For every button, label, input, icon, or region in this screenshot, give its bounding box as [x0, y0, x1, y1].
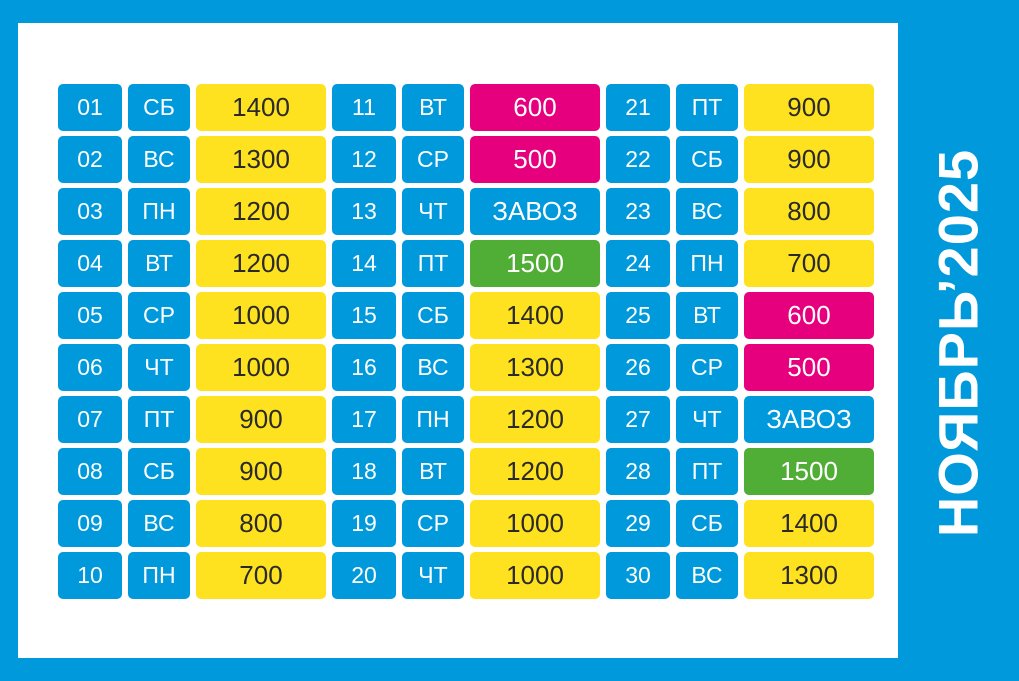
day-value: 900: [196, 448, 326, 495]
day-value: 1300: [744, 552, 874, 599]
day-value: 1300: [470, 344, 600, 391]
weekday-label: ВС: [676, 552, 738, 599]
weekday-label: ВС: [128, 500, 190, 547]
day-value: 1500: [744, 448, 874, 495]
day-number: 14: [332, 240, 396, 287]
day-value: 1200: [470, 396, 600, 443]
day-value: ЗАВОЗ: [470, 188, 600, 235]
day-value: 700: [744, 240, 874, 287]
day-value: 1200: [470, 448, 600, 495]
day-number: 27: [606, 396, 670, 443]
weekday-label: ВС: [676, 188, 738, 235]
day-number: 06: [58, 344, 122, 391]
day-number: 04: [58, 240, 122, 287]
day-number: 09: [58, 500, 122, 547]
day-value: 1400: [744, 500, 874, 547]
day-number: 24: [606, 240, 670, 287]
day-value: 1000: [470, 500, 600, 547]
weekday-label: СР: [128, 292, 190, 339]
day-number: 13: [332, 188, 396, 235]
weekday-label: ЧТ: [128, 344, 190, 391]
month-title: НОЯБРЬ’2025: [926, 148, 990, 538]
calendar-panel: 01 СБ 1400 11 ВТ 600 21 ПТ 900 02 ВС 1300 12 СР 500 22 С…: [18, 23, 898, 658]
weekday-label: СБ: [128, 84, 190, 131]
day-number: 11: [332, 84, 396, 131]
day-number: 03: [58, 188, 122, 235]
day-number: 19: [332, 500, 396, 547]
day-value: ЗАВОЗ: [744, 396, 874, 443]
day-value: 1200: [196, 188, 326, 235]
day-number: 12: [332, 136, 396, 183]
day-value: 1000: [196, 344, 326, 391]
day-number: 02: [58, 136, 122, 183]
day-number: 18: [332, 448, 396, 495]
weekday-label: ВТ: [402, 448, 464, 495]
day-value: 500: [470, 136, 600, 183]
day-value: 1400: [470, 292, 600, 339]
day-number: 16: [332, 344, 396, 391]
day-value: 1000: [470, 552, 600, 599]
weekday-label: ПТ: [402, 240, 464, 287]
weekday-label: СР: [402, 136, 464, 183]
day-value: 500: [744, 344, 874, 391]
weekday-label: ПН: [676, 240, 738, 287]
day-value: 700: [196, 552, 326, 599]
day-value: 600: [744, 292, 874, 339]
day-value: 800: [196, 500, 326, 547]
weekday-label: СБ: [676, 136, 738, 183]
day-number: 28: [606, 448, 670, 495]
day-number: 01: [58, 84, 122, 131]
day-number: 07: [58, 396, 122, 443]
day-value: 600: [470, 84, 600, 131]
weekday-label: ПН: [402, 396, 464, 443]
day-number: 10: [58, 552, 122, 599]
day-number: 26: [606, 344, 670, 391]
weekday-label: ВС: [402, 344, 464, 391]
day-value: 900: [196, 396, 326, 443]
weekday-label: ЧТ: [402, 552, 464, 599]
weekday-label: ВТ: [128, 240, 190, 287]
day-number: 25: [606, 292, 670, 339]
day-value: 800: [744, 188, 874, 235]
weekday-label: СБ: [128, 448, 190, 495]
day-number: 17: [332, 396, 396, 443]
weekday-label: СБ: [676, 500, 738, 547]
calendar-grid: 01 СБ 1400 11 ВТ 600 21 ПТ 900 02 ВС 1300 12 СР 500 22 С…: [58, 84, 874, 599]
weekday-label: ПН: [128, 188, 190, 235]
day-value: 900: [744, 84, 874, 131]
weekday-label: ЧТ: [402, 188, 464, 235]
day-number: 23: [606, 188, 670, 235]
day-value: 1400: [196, 84, 326, 131]
weekday-label: ПТ: [128, 396, 190, 443]
weekday-label: ВТ: [676, 292, 738, 339]
day-number: 05: [58, 292, 122, 339]
weekday-label: ПТ: [676, 84, 738, 131]
day-value: 1500: [470, 240, 600, 287]
day-number: 08: [58, 448, 122, 495]
day-number: 29: [606, 500, 670, 547]
day-number: 30: [606, 552, 670, 599]
weekday-label: ПН: [128, 552, 190, 599]
day-value: 1000: [196, 292, 326, 339]
day-value: 1200: [196, 240, 326, 287]
day-number: 21: [606, 84, 670, 131]
day-number: 22: [606, 136, 670, 183]
weekday-label: СР: [676, 344, 738, 391]
weekday-label: ВТ: [402, 84, 464, 131]
weekday-label: ПТ: [676, 448, 738, 495]
day-value: 1300: [196, 136, 326, 183]
day-value: 900: [744, 136, 874, 183]
day-number: 20: [332, 552, 396, 599]
weekday-label: СБ: [402, 292, 464, 339]
day-number: 15: [332, 292, 396, 339]
weekday-label: ЧТ: [676, 396, 738, 443]
weekday-label: СР: [402, 500, 464, 547]
weekday-label: ВС: [128, 136, 190, 183]
